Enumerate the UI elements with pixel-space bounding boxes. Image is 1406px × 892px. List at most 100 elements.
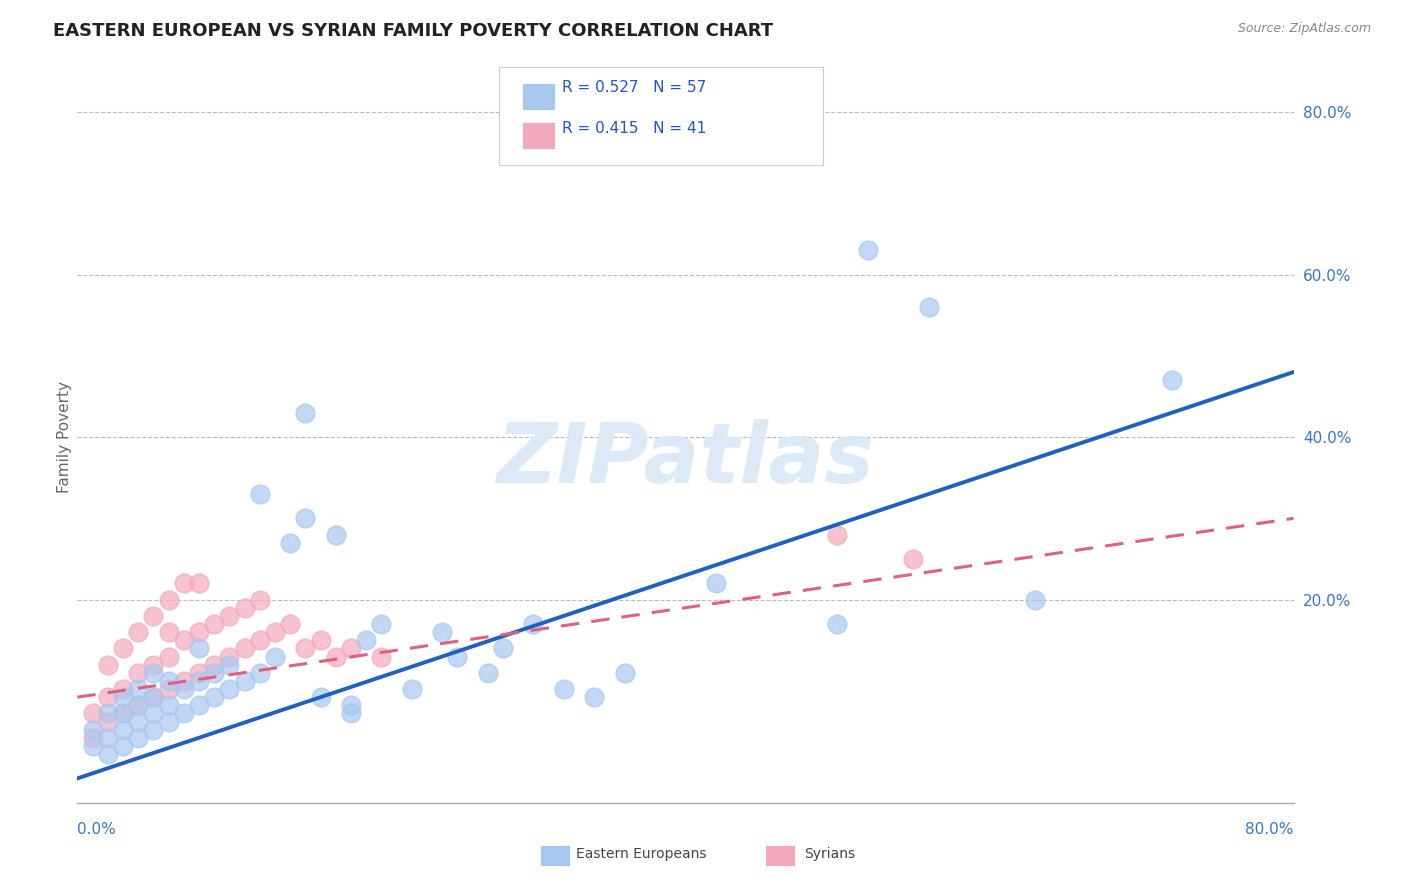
Point xyxy=(370,649,392,664)
Point xyxy=(142,665,165,680)
Point xyxy=(856,243,879,257)
Point xyxy=(233,641,256,656)
Point xyxy=(553,681,575,696)
Point xyxy=(704,576,727,591)
Point xyxy=(82,731,104,745)
Text: 80.0%: 80.0% xyxy=(1246,822,1294,837)
Point xyxy=(370,617,392,632)
Point xyxy=(142,690,165,705)
Point xyxy=(325,527,347,541)
Point xyxy=(294,406,316,420)
Point xyxy=(218,649,240,664)
Point xyxy=(477,665,499,680)
Point xyxy=(188,698,211,713)
Point xyxy=(1161,373,1184,387)
Point xyxy=(202,665,225,680)
Point xyxy=(340,641,363,656)
Text: Eastern Europeans: Eastern Europeans xyxy=(576,847,707,861)
Point xyxy=(142,706,165,721)
Point xyxy=(157,592,180,607)
Point xyxy=(142,657,165,672)
Point xyxy=(294,641,316,656)
Point xyxy=(309,690,332,705)
Point xyxy=(522,617,544,632)
Point xyxy=(294,511,316,525)
Point xyxy=(127,714,149,729)
Point xyxy=(173,633,195,648)
Point xyxy=(111,739,134,753)
Point xyxy=(142,690,165,705)
Point xyxy=(111,723,134,737)
Point xyxy=(432,625,454,640)
Point xyxy=(82,706,104,721)
Point xyxy=(142,723,165,737)
Point xyxy=(97,690,120,705)
Point xyxy=(249,665,271,680)
Point xyxy=(264,649,287,664)
Point xyxy=(249,487,271,501)
Point xyxy=(233,673,256,688)
Point xyxy=(613,665,636,680)
Point xyxy=(173,673,195,688)
Point xyxy=(492,641,515,656)
Point xyxy=(233,600,256,615)
Point xyxy=(97,747,120,761)
Point xyxy=(157,625,180,640)
Point xyxy=(173,706,195,721)
Point xyxy=(111,690,134,705)
Point xyxy=(249,592,271,607)
Point xyxy=(97,706,120,721)
Point xyxy=(354,633,377,648)
Point xyxy=(142,608,165,623)
Point xyxy=(97,714,120,729)
Point xyxy=(218,657,240,672)
Point xyxy=(157,714,180,729)
Point xyxy=(157,649,180,664)
Point xyxy=(202,690,225,705)
Point xyxy=(278,535,301,549)
Point xyxy=(157,698,180,713)
Point xyxy=(111,641,134,656)
Point xyxy=(157,673,180,688)
Point xyxy=(188,673,211,688)
Point xyxy=(903,552,925,566)
Point xyxy=(827,617,849,632)
Text: EASTERN EUROPEAN VS SYRIAN FAMILY POVERTY CORRELATION CHART: EASTERN EUROPEAN VS SYRIAN FAMILY POVERT… xyxy=(53,22,773,40)
Point xyxy=(202,657,225,672)
Point xyxy=(325,649,347,664)
Text: ZIPatlas: ZIPatlas xyxy=(496,418,875,500)
Point xyxy=(173,576,195,591)
Point xyxy=(127,698,149,713)
Point xyxy=(127,665,149,680)
Point xyxy=(218,608,240,623)
Point xyxy=(188,641,211,656)
Point xyxy=(1024,592,1046,607)
Text: Syrians: Syrians xyxy=(804,847,855,861)
Point xyxy=(111,706,134,721)
Point xyxy=(218,681,240,696)
Point xyxy=(446,649,468,664)
Text: 0.0%: 0.0% xyxy=(77,822,117,837)
Point xyxy=(127,681,149,696)
Point xyxy=(157,681,180,696)
Point xyxy=(97,657,120,672)
Point xyxy=(173,681,195,696)
Point xyxy=(82,739,104,753)
Point xyxy=(188,625,211,640)
Text: R = 0.527   N = 57: R = 0.527 N = 57 xyxy=(562,80,707,95)
Y-axis label: Family Poverty: Family Poverty xyxy=(56,381,72,493)
Point xyxy=(97,731,120,745)
Point xyxy=(188,576,211,591)
Point xyxy=(918,300,941,314)
Point xyxy=(82,723,104,737)
Point xyxy=(111,706,134,721)
Point xyxy=(111,681,134,696)
Point xyxy=(583,690,606,705)
Point xyxy=(127,698,149,713)
Point xyxy=(278,617,301,632)
Text: R = 0.415   N = 41: R = 0.415 N = 41 xyxy=(562,121,707,136)
Point xyxy=(202,617,225,632)
Point xyxy=(127,731,149,745)
Point xyxy=(827,527,849,541)
Point xyxy=(264,625,287,640)
